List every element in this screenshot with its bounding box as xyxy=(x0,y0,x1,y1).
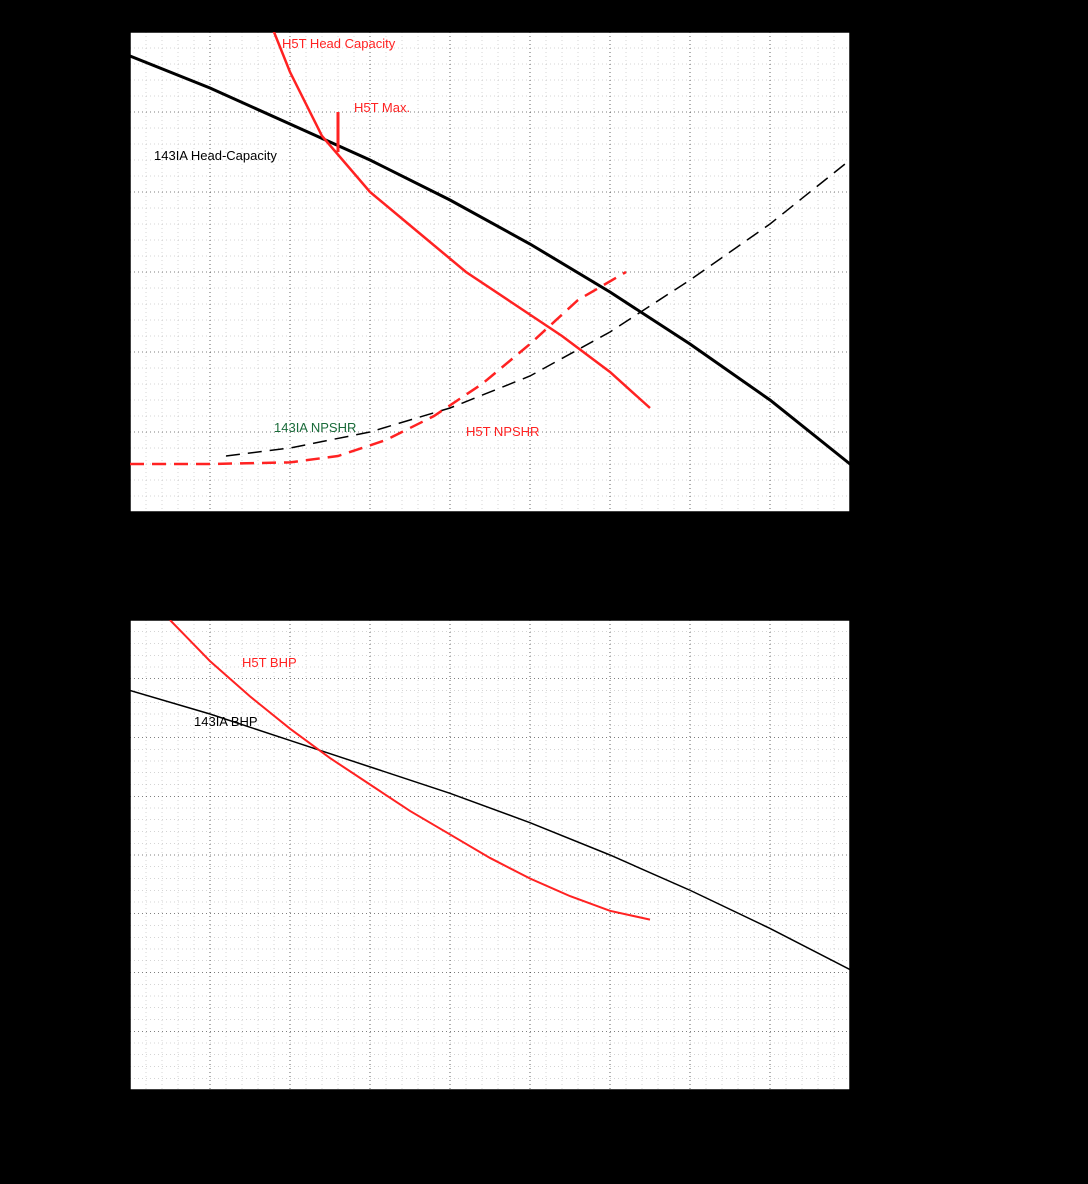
label-s143IA_npshr: 143IA NPSHR xyxy=(274,420,356,435)
svg-text:250: 250 xyxy=(520,521,540,535)
svg-text:400: 400 xyxy=(760,1099,780,1113)
svg-text:40: 40 xyxy=(107,185,121,199)
svg-text:50: 50 xyxy=(203,1099,217,1113)
chart-title: H5T and 143IA Performance xyxy=(391,9,590,26)
svg-text:450: 450 xyxy=(840,1099,860,1113)
svg-text:300: 300 xyxy=(600,1099,620,1113)
svg-text:100: 100 xyxy=(280,1099,300,1113)
x-axis-label: Flow (gpm) xyxy=(455,541,525,557)
svg-text:350: 350 xyxy=(680,521,700,535)
svg-text:150: 150 xyxy=(360,1099,380,1113)
y-axis-label: Head (ft) xyxy=(62,245,78,299)
svg-text:60: 60 xyxy=(107,25,121,39)
svg-text:200: 200 xyxy=(440,1099,460,1113)
x-axis-label: Flow (gpm) xyxy=(455,1119,525,1135)
svg-text:0: 0 xyxy=(113,1083,120,1097)
svg-text:5000: 5000 xyxy=(93,789,120,803)
svg-text:20: 20 xyxy=(107,345,121,359)
svg-text:8000: 8000 xyxy=(93,613,120,627)
label-h5t_head: H5T Head Capacity xyxy=(282,36,396,51)
svg-text:200: 200 xyxy=(440,521,460,535)
svg-text:50: 50 xyxy=(203,521,217,535)
figure: 0 50 100 150 200 250 300 350 400 450 0 10 20 30 40 50 60… xyxy=(0,0,1088,1184)
label-s143IA_head: 143IA Head-Capacity xyxy=(154,148,277,163)
svg-text:2000: 2000 xyxy=(93,966,120,980)
svg-text:6000: 6000 xyxy=(93,731,120,745)
svg-text:250: 250 xyxy=(520,1099,540,1113)
label-h5t_max: H5T Max. xyxy=(354,100,410,115)
svg-text:0: 0 xyxy=(113,505,120,519)
svg-text:10: 10 xyxy=(107,425,121,439)
label-h5t_bhp: H5T BHP xyxy=(242,655,297,670)
svg-text:400: 400 xyxy=(760,521,780,535)
svg-text:450: 450 xyxy=(840,521,860,535)
svg-text:50: 50 xyxy=(107,105,121,119)
svg-text:7000: 7000 xyxy=(93,672,120,686)
svg-text:300: 300 xyxy=(600,521,620,535)
svg-text:3000: 3000 xyxy=(93,907,120,921)
svg-text:0: 0 xyxy=(127,1099,134,1113)
y-axis-label: Brake Horsepower xyxy=(62,797,78,913)
svg-text:100: 100 xyxy=(280,521,300,535)
label-s143IA_bhp: 143IA BHP xyxy=(194,714,258,729)
svg-text:0: 0 xyxy=(127,521,134,535)
svg-text:150: 150 xyxy=(360,521,380,535)
svg-text:4000: 4000 xyxy=(93,848,120,862)
svg-text:1000: 1000 xyxy=(93,1024,120,1038)
svg-text:30: 30 xyxy=(107,265,121,279)
svg-text:350: 350 xyxy=(680,1099,700,1113)
chart-canvas: 0 50 100 150 200 250 300 350 400 450 0 10 20 30 40 50 60… xyxy=(0,0,1088,1184)
label-h5t_npshr: H5T NPSHR xyxy=(466,424,539,439)
